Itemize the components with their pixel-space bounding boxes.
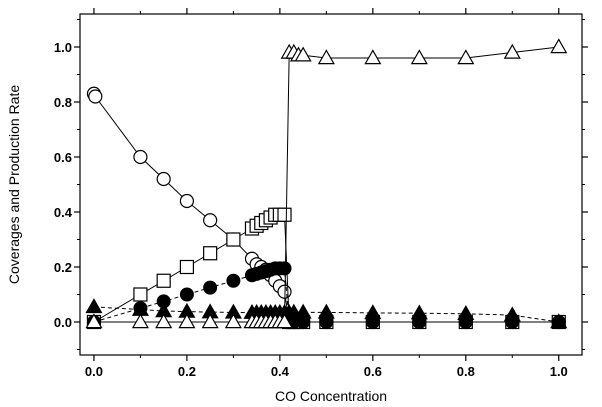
data-point — [226, 232, 241, 247]
data-point — [156, 171, 171, 187]
data-point — [294, 303, 312, 319]
data-point — [85, 298, 103, 314]
data-point — [317, 49, 335, 65]
y-tick-label: 1.0 — [54, 40, 72, 55]
y-tick-label: 0.6 — [54, 150, 72, 165]
y-tick-label: 0.0 — [54, 315, 72, 330]
axes: 0.0 0.2 0.4 0.6 0.8 1.0 0.0 0.2 0.4 0.6 0.8 1.0 — [54, 8, 588, 379]
data-point — [503, 306, 521, 322]
y-tick-label: 0.2 — [54, 260, 72, 275]
data-point — [178, 313, 196, 329]
x-axis-label: CO Concentration — [275, 388, 387, 404]
data-point — [179, 193, 195, 209]
data-point — [410, 304, 428, 320]
data-point — [294, 46, 312, 62]
data-point — [457, 305, 475, 320]
data-point — [550, 313, 568, 329]
data-point — [155, 313, 173, 329]
x-tick-label: 0.6 — [364, 364, 382, 379]
x-tick-label: 0.0 — [85, 364, 103, 379]
data-point — [317, 303, 335, 319]
data-point — [156, 273, 171, 288]
data-point — [85, 313, 103, 329]
series-open-circle — [86, 86, 566, 330]
series-line — [93, 306, 559, 323]
data-point — [179, 287, 194, 302]
x-tick-label: 0.4 — [271, 364, 290, 379]
data-point — [277, 207, 292, 222]
data-point — [277, 261, 292, 276]
data-point — [224, 313, 242, 329]
data-point — [203, 246, 218, 261]
series-open-triangle — [85, 38, 568, 329]
y-axis-label: Coverages and Production Rate — [6, 85, 22, 284]
data-point — [410, 49, 428, 65]
data-point — [133, 287, 148, 302]
data-point — [88, 89, 103, 104]
x-tick-label: 1.0 — [550, 364, 568, 379]
series-layer — [85, 38, 568, 330]
data-point — [203, 213, 218, 228]
data-point — [226, 273, 241, 288]
data-point — [275, 313, 294, 329]
data-point — [201, 313, 219, 329]
data-point — [503, 43, 521, 59]
data-point — [133, 149, 148, 165]
data-point — [457, 49, 475, 65]
data-point — [364, 304, 382, 320]
data-point — [203, 280, 218, 295]
data-point — [179, 259, 195, 275]
x-tick-label: 0.2 — [178, 364, 196, 379]
y-tick-label: 0.4 — [54, 205, 73, 220]
data-point — [550, 38, 568, 54]
y-tick-label: 0.8 — [54, 95, 72, 110]
x-tick-label: 0.8 — [457, 364, 475, 379]
data-point — [364, 49, 382, 65]
data-point — [131, 313, 149, 329]
